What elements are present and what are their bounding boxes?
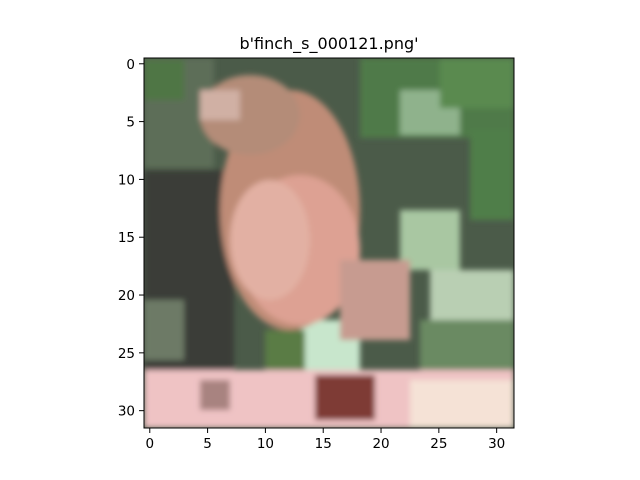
x-tick-label: 20: [372, 436, 389, 452]
y-tick-label: 10: [118, 172, 135, 188]
x-tick-label: 0: [145, 436, 154, 452]
x-tick-label: 5: [203, 436, 212, 452]
x-tick-label: 30: [488, 436, 505, 452]
x-axis: 0 5 10 15 20 25 30: [145, 428, 505, 452]
y-tick-label: 30: [118, 404, 135, 420]
x-tick-label: 25: [430, 436, 447, 452]
y-tick-label: 5: [126, 115, 135, 131]
axes-frame: [143, 57, 515, 429]
y-tick-label: 0: [126, 57, 135, 73]
y-axis: 0 5 10 15 20 25 30: [118, 57, 144, 420]
y-tick-label: 20: [118, 288, 135, 304]
x-tick-label: 15: [315, 436, 332, 452]
y-tick-label: 15: [118, 230, 135, 246]
x-tick-label: 10: [257, 436, 274, 452]
y-tick-label: 25: [118, 346, 135, 362]
figure-title: b'finch_s_000121.png': [239, 34, 418, 54]
finch-image: [144, 58, 514, 428]
